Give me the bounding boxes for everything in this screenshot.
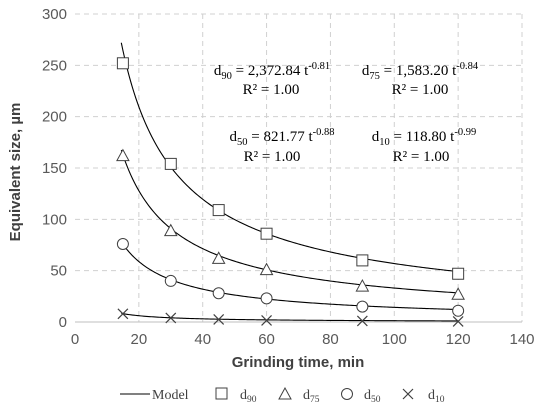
svg-text:R² = 1.00: R² = 1.00 xyxy=(244,149,301,165)
point-d90 xyxy=(260,227,273,240)
point-d10 xyxy=(213,314,225,325)
point-d10 xyxy=(117,308,129,320)
y-tick-label: 100 xyxy=(42,211,67,228)
point-d50 xyxy=(260,292,273,305)
legend-item-model: Model xyxy=(120,388,189,403)
point-d75 xyxy=(355,279,370,292)
y-tick-label: 50 xyxy=(50,263,67,280)
point-d10 xyxy=(356,315,368,327)
y-tick-label: 250 xyxy=(42,57,67,74)
x-tick-label: 100 xyxy=(382,331,407,348)
point-d50 xyxy=(452,304,465,317)
point-d75 xyxy=(451,287,465,300)
annotation-d50: d50 = 821.77 t-0.88 R² = 1.00 xyxy=(229,127,334,165)
svg-text:d50: d50 xyxy=(364,388,381,405)
model-curve-d10 xyxy=(121,312,459,322)
y-tick-label: 300 xyxy=(42,6,67,23)
point-d50 xyxy=(356,300,369,313)
x-axis-title: Grinding time, min xyxy=(232,354,365,371)
svg-text:R² = 1.00: R² = 1.00 xyxy=(243,82,300,98)
data-points xyxy=(116,57,465,327)
y-tick-label: 150 xyxy=(42,160,67,177)
point-d90 xyxy=(356,254,369,267)
legend-item-d50: d50 xyxy=(341,388,381,405)
point-d10 xyxy=(165,312,177,324)
x-tick-labels: 0 20 40 60 80 100 120 140 xyxy=(71,331,535,348)
x-tick-label: 40 xyxy=(194,331,211,348)
point-d90 xyxy=(212,204,225,217)
point-d50 xyxy=(116,237,129,250)
annotation-d75: d75 = 1,583.20 t-0.84 R² = 1.00 xyxy=(362,61,479,98)
legend-item-d90: d90 xyxy=(215,387,257,405)
svg-text:d10 = 118.80 t-0.99: d10 = 118.80 t-0.99 xyxy=(372,127,476,148)
svg-text:R² = 1.00: R² = 1.00 xyxy=(392,82,449,98)
model-curves xyxy=(120,42,459,322)
model-curve-d90 xyxy=(120,42,459,273)
y-axis-title: Equivalent size, µm xyxy=(7,103,24,242)
point-d10 xyxy=(261,315,272,326)
point-d75 xyxy=(259,262,274,276)
svg-text:d75 = 1,583.20 t-0.84: d75 = 1,583.20 t-0.84 xyxy=(362,61,479,82)
x-tick-label: 140 xyxy=(509,331,534,348)
x-tick-label: 20 xyxy=(131,331,148,348)
point-d90 xyxy=(164,157,177,170)
annotation-d10: d10 = 118.80 t-0.99 R² = 1.00 xyxy=(372,127,476,165)
x-tick-label: 120 xyxy=(446,331,471,348)
point-d10 xyxy=(452,316,464,327)
svg-text:Model: Model xyxy=(152,388,189,403)
annotation-d90: d90 = 2,372.84 t-0.81 R² = 1.00 xyxy=(214,61,330,98)
legend-item-d10: d10 xyxy=(402,388,445,405)
x-tick-label: 60 xyxy=(258,331,275,348)
svg-text:d75: d75 xyxy=(303,388,320,405)
point-d75 xyxy=(116,148,130,162)
svg-text:d90 = 2,372.84 t-0.81: d90 = 2,372.84 t-0.81 xyxy=(214,61,330,82)
svg-text:d10: d10 xyxy=(428,388,445,405)
x-tick-label: 0 xyxy=(71,331,79,348)
model-curve-d75 xyxy=(120,149,459,294)
y-tick-labels: 0 50 100 150 200 250 300 xyxy=(42,6,67,331)
legend-item-d75: d75 xyxy=(278,386,320,405)
svg-text:d90: d90 xyxy=(240,388,257,405)
model-curve-d50 xyxy=(120,241,459,311)
x-tick-label: 80 xyxy=(322,331,339,348)
y-tick-label: 0 xyxy=(59,314,67,331)
svg-text:R² = 1.00: R² = 1.00 xyxy=(393,149,450,165)
point-d50 xyxy=(164,274,177,287)
point-d90 xyxy=(452,267,465,280)
point-d90 xyxy=(116,57,129,70)
point-d75 xyxy=(211,251,226,264)
point-d50 xyxy=(212,287,225,300)
legend: Model d90 d75 d50 d10 xyxy=(120,386,445,405)
point-d75 xyxy=(163,223,178,237)
svg-text:d50 = 821.77 t-0.88: d50 = 821.77 t-0.88 xyxy=(229,127,334,148)
y-tick-label: 200 xyxy=(42,109,67,126)
